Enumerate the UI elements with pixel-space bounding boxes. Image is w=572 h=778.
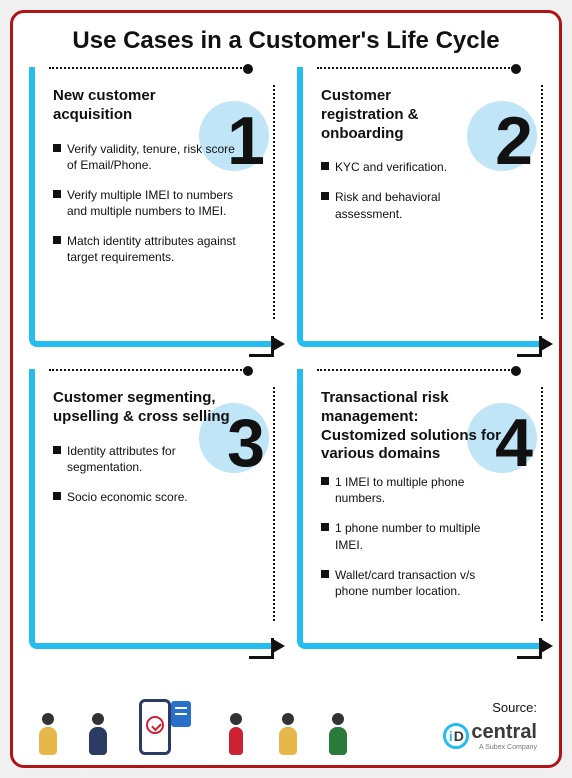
card-3: 3 Customer segmenting, upselling & cross… — [29, 369, 275, 649]
flow-arrow-icon — [541, 639, 553, 653]
bullet-list: Identity attributes for segmentation. So… — [53, 443, 243, 506]
card-heading: Transactional risk management: Customize… — [321, 389, 501, 464]
bullet-item: Socio economic score. — [53, 489, 243, 505]
footer-illustration — [29, 675, 393, 755]
phone-icon — [139, 699, 171, 755]
person-icon — [279, 713, 297, 755]
bullet-item: 1 IMEI to multiple phone numbers. — [321, 474, 511, 506]
bullet-item: Verify multiple IMEI to numbers and mult… — [53, 187, 243, 219]
bullet-item: KYC and verification. — [321, 159, 511, 175]
logo: i D central A Subex Company — [443, 721, 537, 751]
bullet-item: 1 phone number to multiple IMEI. — [321, 520, 511, 552]
card-heading: Customer segmenting, upselling & cross s… — [53, 389, 233, 427]
bullet-list: 1 IMEI to multiple phone numbers. 1 phon… — [321, 474, 511, 599]
person-icon — [39, 713, 57, 755]
logo-subtext: A Subex Company — [471, 744, 537, 751]
dotted-right-line — [541, 387, 543, 621]
card-2: 2 Customer registration & onboarding KYC… — [297, 67, 543, 347]
dotted-right-line — [541, 85, 543, 319]
logo-i: i — [449, 728, 453, 744]
dotted-right-line — [273, 387, 275, 621]
infographic-page: Use Cases in a Customer's Life Cycle 1 N… — [10, 10, 562, 768]
bullet-list: Verify validity, tenure, risk score of E… — [53, 141, 243, 266]
dotted-top-line — [317, 369, 513, 371]
source-label: Source: — [393, 700, 537, 715]
bullet-item: Wallet/card transaction v/s phone number… — [321, 567, 511, 599]
bullet-item: Verify validity, tenure, risk score of E… — [53, 141, 243, 173]
bullet-item: Identity attributes for segmentation. — [53, 443, 243, 475]
logo-text: central — [471, 721, 537, 743]
card-4: 4 Transactional risk management: Customi… — [297, 369, 543, 649]
dotted-top-line — [49, 369, 245, 371]
card-heading: Customer registration & onboarding — [321, 87, 471, 143]
check-icon — [146, 716, 164, 734]
card-heading: New customer acquisition — [53, 87, 203, 125]
bullet-list: KYC and verification. Risk and behaviora… — [321, 159, 511, 222]
flow-arrow-icon — [273, 639, 285, 653]
dotted-right-line — [273, 85, 275, 319]
dotted-top-line — [49, 67, 245, 69]
page-title: Use Cases in a Customer's Life Cycle — [29, 27, 543, 55]
card-grid: 1 New customer acquisition Verify validi… — [29, 67, 543, 649]
dotted-top-line — [317, 67, 513, 69]
bullet-item: Match identity attributes against target… — [53, 233, 243, 265]
person-icon — [229, 713, 243, 755]
person-icon — [89, 713, 107, 755]
logo-ring-icon: i D — [443, 723, 469, 749]
footer: Source: i D central A Subex Company — [29, 665, 543, 755]
card-1: 1 New customer acquisition Verify validi… — [29, 67, 275, 347]
source-block: Source: i D central A Subex Company — [393, 700, 543, 755]
person-icon — [329, 713, 347, 755]
bullet-item: Risk and behavioral assessment. — [321, 189, 511, 221]
document-icon — [171, 701, 191, 727]
flow-arrow-icon — [273, 337, 285, 351]
flow-arrow-icon — [541, 337, 553, 351]
